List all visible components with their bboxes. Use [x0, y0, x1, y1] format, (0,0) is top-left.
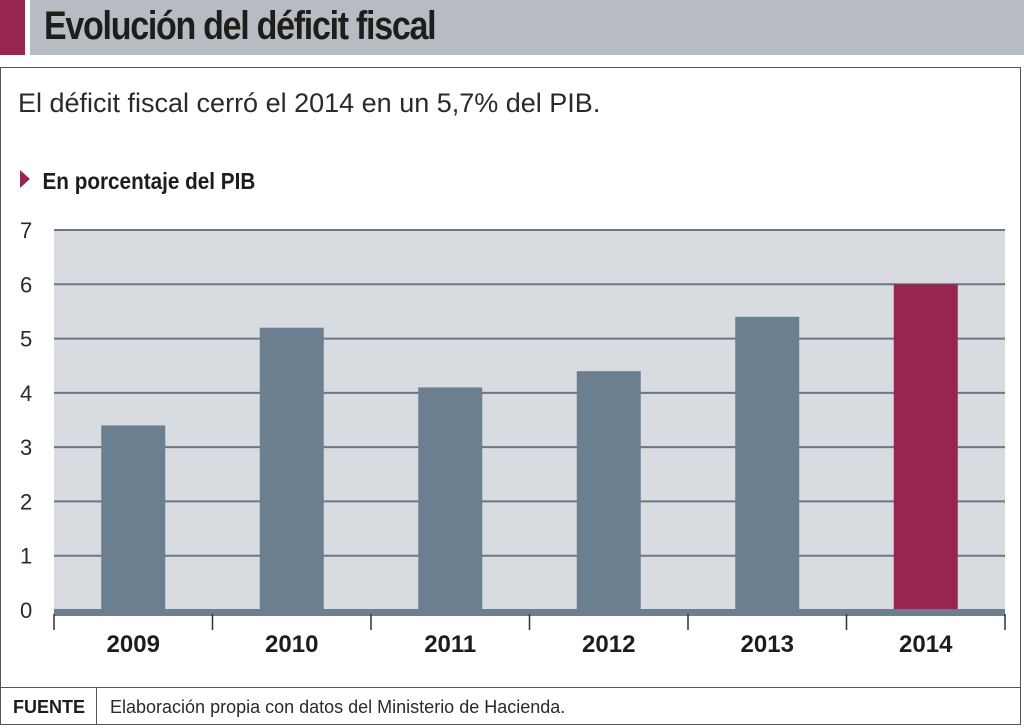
- x-tick-label: 2011: [424, 631, 476, 658]
- footer-divider: [0, 687, 1021, 688]
- y-tick-label: 7: [20, 218, 32, 243]
- footer-separator: [96, 688, 97, 725]
- y-tick-label: 0: [20, 598, 32, 623]
- bar-chart: 0 1 2 3 4 5 6 7 2009 2010 2011 2012 2013 2014: [20, 218, 1006, 658]
- y-axis-ticks: 0 1 2 3 4 5 6 7: [20, 218, 32, 623]
- y-tick-label: 2: [20, 489, 32, 514]
- bar-2014: [893, 284, 958, 610]
- bars: [101, 284, 958, 610]
- x-tick-label: 2013: [741, 631, 794, 658]
- chart-frame: [0, 67, 1021, 725]
- x-axis-baseline: [54, 609, 1005, 616]
- y-tick-label: 1: [20, 544, 32, 569]
- bar-2011: [418, 387, 483, 610]
- plot-background: [54, 230, 1005, 610]
- title-accent-block: [0, 0, 25, 55]
- bar-2012: [576, 371, 641, 610]
- y-tick-label: 4: [20, 381, 32, 406]
- x-tick-label: 2014: [899, 631, 953, 658]
- title-bar: [30, 0, 1024, 55]
- x-tick-label: 2009: [107, 631, 160, 658]
- chart-subtitle: El déficit fiscal cerró el 2014 en un 5,…: [18, 88, 601, 118]
- x-tick-label: 2010: [265, 631, 318, 658]
- y-tick-label: 6: [20, 272, 32, 297]
- unit-label: En porcentaje del PIB: [20, 168, 255, 195]
- chart-title: Evolución del déficit fiscal: [44, 4, 437, 48]
- y-tick-label: 3: [20, 435, 32, 460]
- source-label: FUENTE: [13, 697, 85, 717]
- bar-2009: [101, 425, 166, 610]
- x-tick-label: 2012: [582, 631, 635, 658]
- source-text: Elaboración propia con datos del Ministe…: [110, 697, 566, 717]
- x-axis-ticks: 2009 2010 2011 2012 2013 2014: [53, 614, 1006, 658]
- y-tick-label: 5: [20, 327, 32, 352]
- gridlines: [54, 229, 1005, 557]
- triangle-bullet-icon: [20, 170, 30, 188]
- unit-label-text: En porcentaje del PIB: [42, 168, 256, 194]
- bar-2010: [259, 327, 324, 610]
- bar-2013: [735, 316, 800, 610]
